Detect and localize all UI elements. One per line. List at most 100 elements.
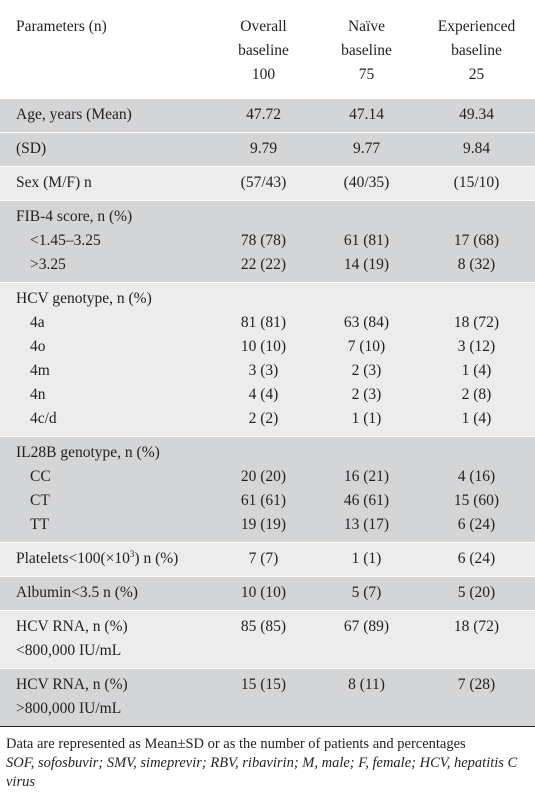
parameter-label: CT xyxy=(30,492,50,509)
overall-value xyxy=(212,441,315,465)
header-parameters: Parameters (n) xyxy=(0,0,212,99)
parameter-label: 4o xyxy=(30,338,46,355)
parameter-label: HCV RNA, n (%) xyxy=(16,676,128,693)
parameter-label: >3.25 xyxy=(30,256,66,273)
header-naive: Naïve baseline 75 xyxy=(315,0,418,99)
naive-cell: 8 (11) xyxy=(315,669,418,727)
naive-value: 61 (81) xyxy=(343,232,390,249)
naive-value: (40/35) xyxy=(343,174,390,191)
naive-cell: (40/35) xyxy=(315,167,418,201)
header-text: 25 xyxy=(468,66,485,83)
header-text: baseline xyxy=(341,42,392,59)
naive-value: 8 (11) xyxy=(348,676,385,693)
parameter-label: 4c/d xyxy=(30,410,57,427)
row-label: (SD) xyxy=(0,133,212,167)
header-text: 100 xyxy=(251,66,276,83)
naive-cell: 9.77 xyxy=(315,133,418,167)
table-row: Platelets<100(×103) n (%) 7 (7) 1 (1) 6 (24… xyxy=(0,542,535,577)
parameter-label: Sex (M/F) n xyxy=(16,174,92,191)
parameter-label: >800,000 IU/mL xyxy=(16,700,122,717)
naive-value: 5 (7) xyxy=(351,584,382,601)
experienced-value: 18 (72) xyxy=(453,314,500,331)
experienced-value: 15 (60) xyxy=(453,492,500,509)
experienced-cell: 17 (68) 8 (32) xyxy=(418,201,535,283)
parameter-label-suffix: ) n (%) xyxy=(134,550,179,567)
table-header: Parameters (n) Overall baseline 100 Naïve b… xyxy=(0,0,535,99)
naive-value: 67 (89) xyxy=(343,618,390,635)
parameter-label: CC xyxy=(30,468,51,485)
experienced-value: 17 (68) xyxy=(453,232,500,249)
row-label: Age, years (Mean) xyxy=(0,99,212,133)
parameter-label: IL28B genotype, n (%) xyxy=(16,444,160,461)
overall-value: 7 (7) xyxy=(248,550,279,567)
table-row: Albumin<3.5 n (%) 10 (10) 5 (7) 5 (20) xyxy=(0,576,535,611)
experienced-cell: 6 (24) xyxy=(418,543,535,577)
experienced-value: 4 (16) xyxy=(457,468,496,485)
naive-value: 16 (21) xyxy=(343,468,390,485)
experienced-value: 2 (8) xyxy=(461,386,492,403)
experienced-value: 8 (32) xyxy=(457,256,496,273)
superscript: 3 xyxy=(129,548,135,559)
overall-value: 3 (3) xyxy=(248,362,279,379)
experienced-cell: 7 (28) xyxy=(418,669,535,727)
experienced-value: 18 (72) xyxy=(453,618,500,635)
naive-cell: 67 (89) xyxy=(315,611,418,669)
experienced-value: 1 (4) xyxy=(461,410,492,427)
experienced-cell: 18 (72) 3 (12) 1 (4) 2 (8) 1 (4) xyxy=(418,283,535,437)
header-text: baseline xyxy=(238,42,289,59)
naive-cell: 61 (81) 14 (19) xyxy=(315,201,418,283)
parameter-label: 4n xyxy=(30,386,46,403)
table-body: Age, years (Mean) 47.72 47.14 49.34 (SD) 9.79… xyxy=(0,98,535,727)
experienced-cell: (15/10) xyxy=(418,167,535,201)
row-label: HCV RNA, n (%) >800,000 IU/mL xyxy=(0,669,212,727)
parameter-label: 4m xyxy=(30,362,50,379)
naive-value: 47.14 xyxy=(349,106,384,123)
experienced-cell: 49.34 xyxy=(418,99,535,133)
overall-cell: 20 (20) 61 (61) 19 (19) xyxy=(212,437,315,543)
overall-value: 61 (61) xyxy=(240,492,287,509)
experienced-value: 9.84 xyxy=(462,140,491,157)
overall-cell: 78 (78) 22 (22) xyxy=(212,201,315,283)
experienced-value: 1 (4) xyxy=(461,362,492,379)
overall-cell: (57/43) xyxy=(212,167,315,201)
experienced-value: 6 (24) xyxy=(457,550,496,567)
overall-cell: 47.72 xyxy=(212,99,315,133)
overall-value: 10 (10) xyxy=(240,338,287,355)
naive-value: 1 (1) xyxy=(351,550,382,567)
table-row: IL28B genotype, n (%) CC CT TT 20 (20) 61 (6… xyxy=(0,436,535,543)
overall-value: (57/43) xyxy=(240,174,287,191)
overall-cell: 15 (15) xyxy=(212,669,315,727)
row-label: Albumin<3.5 n (%) xyxy=(0,577,212,611)
header-experienced: Experienced baseline 25 xyxy=(418,0,535,99)
overall-value: 20 (20) xyxy=(240,468,287,485)
table-row: (SD) 9.79 9.77 9.84 xyxy=(0,132,535,167)
parameter-label: HCV genotype, n (%) xyxy=(16,290,152,307)
experienced-value: 5 (20) xyxy=(457,584,496,601)
experienced-value: 7 (28) xyxy=(457,676,496,693)
overall-value: 4 (4) xyxy=(248,386,279,403)
overall-value: 22 (22) xyxy=(240,256,287,273)
overall-value: 10 (10) xyxy=(240,584,287,601)
header-text: Experienced xyxy=(437,18,516,35)
naive-value: 1 (1) xyxy=(351,410,382,427)
experienced-value: 3 (12) xyxy=(457,338,496,355)
naive-value: 14 (19) xyxy=(343,256,390,273)
overall-cell: 85 (85) xyxy=(212,611,315,669)
footnote-abbreviations: SOF, sofosbuvir; SMV, simeprevir; RBV, r… xyxy=(6,755,518,790)
parameter-label-text: Platelets<100(×10 xyxy=(16,550,130,567)
parameter-label: 4a xyxy=(30,314,45,331)
naive-cell: 1 (1) xyxy=(315,543,418,577)
row-label: IL28B genotype, n (%) CC CT TT xyxy=(0,437,212,543)
overall-value xyxy=(212,287,315,311)
overall-value: 47.72 xyxy=(246,106,281,123)
overall-value xyxy=(212,205,315,229)
overall-value: 81 (81) xyxy=(240,314,287,331)
header-text: Overall xyxy=(240,18,287,35)
parameter-label: <1.45–3.25 xyxy=(30,232,101,249)
parameter-label: <800,000 IU/mL xyxy=(16,642,122,659)
experienced-cell: 9.84 xyxy=(418,133,535,167)
naive-value: 13 (17) xyxy=(343,516,390,533)
parameter-label: TT xyxy=(30,516,49,533)
naive-value: 9.77 xyxy=(352,140,381,157)
row-label: HCV genotype, n (%) 4a 4o 4m 4n 4c/d xyxy=(0,283,212,437)
